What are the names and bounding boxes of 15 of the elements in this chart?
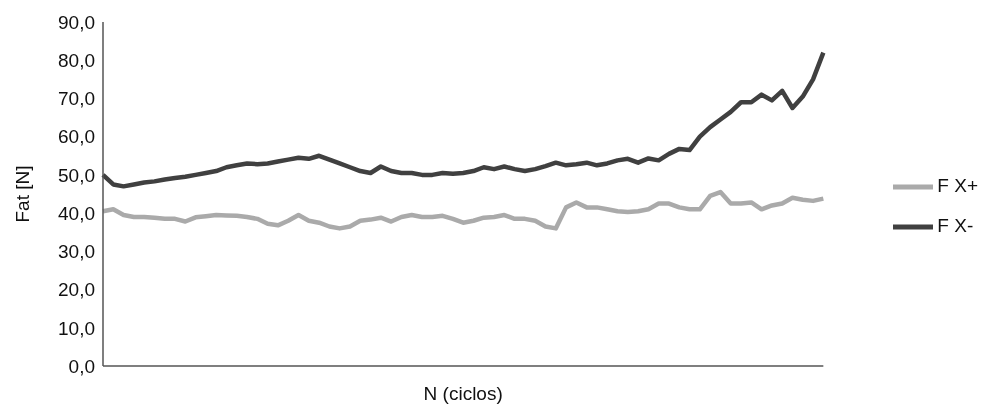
y-tick-label: 50,0: [58, 164, 95, 186]
x-axis-title: N (ciclos): [423, 383, 503, 404]
y-tick-label: 0,0: [68, 355, 95, 377]
y-axis-title: Fat [N]: [11, 165, 33, 223]
y-tick-label: 60,0: [58, 126, 95, 148]
y-tick-label: 80,0: [58, 49, 95, 71]
y-tick-label: 40,0: [58, 202, 95, 224]
y-tick-label: 30,0: [58, 241, 95, 263]
y-tick-label: 10,0: [58, 317, 95, 339]
y-tick-label: 90,0: [58, 11, 95, 33]
legend-label: F X+: [937, 175, 978, 197]
legend-label: F X-: [937, 215, 974, 237]
y-tick-label: 70,0: [58, 88, 95, 110]
line-series: [100, 50, 826, 189]
y-tick-label: 20,0: [58, 279, 95, 301]
